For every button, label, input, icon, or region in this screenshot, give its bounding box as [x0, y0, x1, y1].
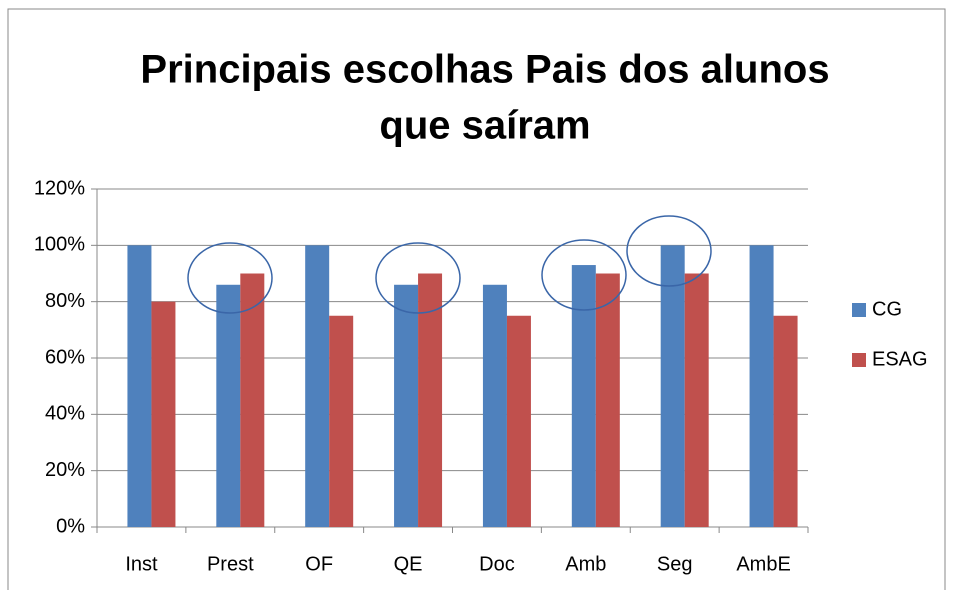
bar — [329, 315, 354, 527]
x-tick-label: Amb — [565, 553, 606, 575]
y-tick-label: 80% — [45, 290, 85, 312]
bar — [749, 245, 774, 528]
legend-label: CG — [872, 298, 902, 320]
y-tick-label: 40% — [45, 403, 85, 425]
bar — [506, 315, 531, 527]
bar — [240, 273, 265, 527]
y-tick-label: 20% — [45, 459, 85, 481]
x-tick-label: AmbE — [736, 553, 790, 575]
legend-swatch — [852, 303, 866, 317]
bar — [127, 245, 152, 528]
x-tick-label: OF — [305, 553, 333, 575]
bar — [418, 273, 443, 527]
highlight-ellipse — [626, 215, 712, 287]
x-tick-label: QE — [394, 553, 423, 575]
chart-title: Principais escolhas Pais dos alunos — [140, 48, 829, 92]
bar — [305, 245, 330, 528]
bar — [660, 245, 685, 528]
legend-swatch — [852, 353, 866, 367]
bar — [394, 284, 419, 527]
y-tick-label: 60% — [45, 346, 85, 368]
chart-title: que saíram — [379, 104, 590, 148]
bar — [684, 273, 709, 527]
y-tick-label: 100% — [34, 234, 85, 256]
y-tick-label: 120% — [34, 177, 85, 199]
x-tick-label: Seg — [657, 553, 693, 575]
highlight-ellipse — [187, 242, 273, 314]
bar — [773, 315, 798, 527]
x-tick-label: Prest — [207, 553, 254, 575]
bar — [151, 301, 176, 527]
chart-frame — [7, 8, 946, 590]
bar — [482, 284, 507, 527]
legend-label: ESAG — [872, 348, 928, 370]
highlight-ellipse — [541, 239, 627, 311]
x-tick-label: Inst — [125, 553, 158, 575]
bar — [571, 265, 596, 527]
bar — [595, 273, 620, 527]
x-tick-label: Doc — [479, 553, 515, 575]
highlight-ellipse — [375, 242, 461, 314]
y-tick-label: 0% — [56, 515, 85, 537]
bar — [216, 284, 241, 527]
